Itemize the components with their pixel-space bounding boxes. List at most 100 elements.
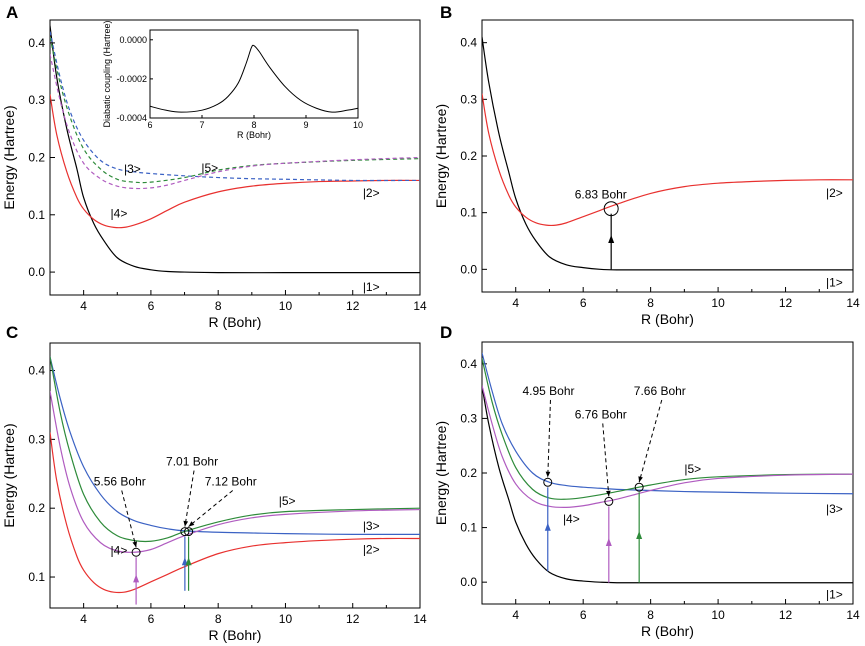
panel-a-series-state-3 [50,31,420,182]
panel-d-xtick-label: 6 [580,608,587,622]
panel-a-inset-xtick-label: 10 [353,120,363,130]
panel-b-ytick-label: 0.1 [460,206,477,220]
panel-d-series-state-1 [482,385,853,584]
panel-b-crossing-label: 6.83 Bohr [575,188,627,202]
panel-a-xtick-label: 4 [80,299,87,313]
panel-c-series-state-4 [50,356,420,543]
panel-c-state-label: |4> [111,543,128,557]
panel-a-ytick-label: 0.4 [28,36,45,50]
panel-d-xtick-label: 4 [512,608,519,622]
panel-a-xtick-label: 6 [148,299,155,313]
panel-c-label: C [6,323,18,342]
panel-a-state-label: |5> [201,161,218,175]
panel-d-state-label: |3> [826,502,843,516]
panel-c-state-label: |2> [363,543,380,557]
panel-d-series-state-5 [482,385,853,509]
panel-c-excitation-arrowhead [185,557,192,566]
panel-d: 4 6 8 10 12 14 0.0 0.1 0.2 0.3 0.4 R (Bohr) Energy (… [433,323,860,639]
panel-d-leader-line [602,423,610,497]
panel-a-inset-xtick-label: 8 [251,120,256,130]
panel-c-ytick-label: 0.4 [28,364,45,378]
panel-a: 4 6 8 10 12 14 0.0 0.1 0.2 0.3 0.4 R (Bohr) Energy (… [1,3,427,330]
panel-d-crossing-label: 6.76 Bohr [575,407,627,421]
panel-a-xlabel: R (Bohr) [209,314,262,330]
panel-d-series-state-4 [482,358,853,500]
panel-d-crossing-circle [543,477,553,487]
panel-c-xtick-label: 10 [279,612,293,626]
panel-c-leader-arrowhead [183,520,189,527]
panel-c-crossing-label: 7.01 Bohr [166,455,218,469]
panel-b-series-state-2 [482,93,853,227]
panel-d-state-label: |5> [684,462,701,476]
panel-d-state-label: |4> [563,512,580,526]
panel-d-leader-line [547,399,551,478]
panel-d-ylabel: Energy (Hartree) [433,421,449,525]
panel-c-leader-line [184,470,195,527]
panel-b-xtick-label: 6 [580,296,587,310]
panel-a-inset: 6 7 8 9 10 0.0000 -0.0002 -0.0004 R (Bohr) Diabat… [102,20,363,140]
panel-d-crossing-label: 7.66 Bohr [634,384,686,398]
panel-d-excitation-arrowhead [544,522,551,531]
panel-b-ytick-label: 0.4 [460,36,477,50]
panel-d-leader-arrowhead [606,490,611,497]
panel-c-leader-line [188,490,234,527]
panel-a-inset-ytick-label: 0.0000 [119,35,147,45]
panel-d-series-group [482,352,853,584]
panel-d-xlabel: R (Bohr) [641,623,694,639]
panel-d-ytick-label: 0.1 [460,521,477,535]
panel-c-crossing-circle [184,527,194,537]
panel-b-series-group [482,36,853,271]
panel-a-inset-series [149,44,359,113]
panel-a-ylabel: Energy (Hartree) [1,105,17,209]
panel-a-ytick-label: 0.3 [28,93,45,107]
panel-c-ylabel: Energy (Hartree) [1,423,17,527]
panel-b-ytick-label: 0.0 [460,262,477,276]
panel-a-xtick-label: 14 [413,299,427,313]
panel-a-ytick-label: 0.0 [28,265,45,279]
panel-d-xtick-label: 10 [711,608,725,622]
panel-b: 4 6 8 10 12 14 0.0 0.1 0.2 0.3 0.4 R (Bohr) Energy (… [433,3,860,327]
panel-a-state-label: |2> [363,186,380,200]
panel-a-series-state-4 [50,37,420,184]
panel-c-xtick-label: 12 [346,612,360,626]
panel-d-xtick-label: 12 [779,608,793,622]
panel-a-label: A [6,3,18,22]
panel-d-ytick-label: 0.0 [460,575,477,589]
panel-b-xtick-label: 14 [846,296,860,310]
panel-b-ylabel: Energy (Hartree) [433,104,449,208]
panel-c-series-state-5 [50,391,420,553]
panel-a-state-label: |1> [363,280,380,294]
panel-b-xtick-label: 4 [512,296,519,310]
panel-a-xtick-label: 10 [279,299,293,313]
panel-d-xtick-label: 8 [647,608,654,622]
panel-a-inset-xtick-label: 7 [199,120,204,130]
panel-c-leader-line [121,490,137,548]
panel-b-ytick-label: 0.3 [460,92,477,106]
panel-b-frame [481,19,854,293]
panel-c-crossing-label: 5.56 Bohr [94,474,146,488]
panel-b-xlabel: R (Bohr) [641,311,694,327]
panel-c-xtick-label: 14 [413,612,427,626]
panel-c-leader-arrowhead [132,541,138,548]
panel-a-state-label: |4> [111,207,128,221]
panel-c-ytick-label: 0.3 [28,432,45,446]
panel-d-crossing-circle [634,482,644,492]
panel-a-xtick-label: 12 [346,299,360,313]
panel-d-leader-arrowhead [638,476,643,483]
panel-b-state-label: |1> [826,275,843,289]
panel-a-inset-ytick-label: -0.0004 [116,113,147,123]
panel-a-series-state-2 [50,94,420,229]
panel-a-ytick-label: 0.1 [28,208,45,222]
panel-c-state-label: |5> [279,494,296,508]
panel-b-crossing-circle [603,201,619,217]
panel-d-ytick-label: 0.4 [460,357,477,371]
panel-c-xtick-label: 4 [80,612,87,626]
panel-a-state-label: |3> [124,162,141,176]
panel-a-ytick-label: 0.2 [28,151,45,165]
panel-d-label: D [440,323,452,342]
panel-d-series-state-3 [482,352,853,495]
panel-c-series-state-2 [50,432,420,594]
panel-d-state-label: |1> [826,588,843,602]
panel-c-crossing-circle [131,547,141,557]
